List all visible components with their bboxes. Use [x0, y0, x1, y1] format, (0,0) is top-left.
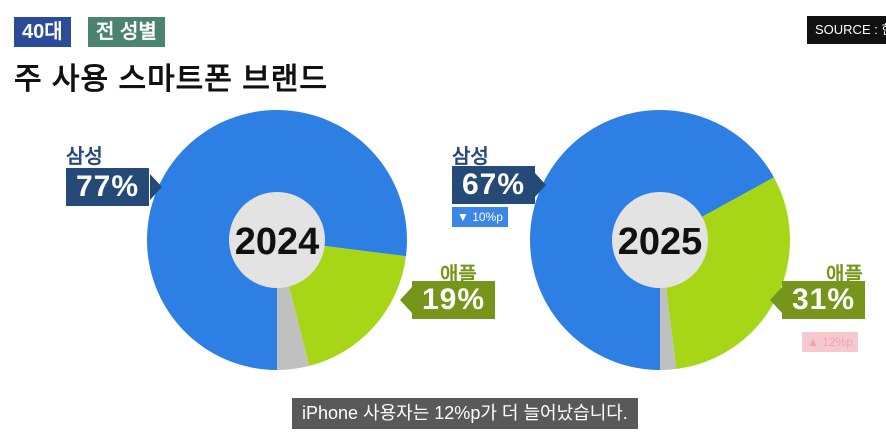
year-label-2024: 2024	[235, 221, 320, 263]
source-badge: SOURCE : 한	[807, 16, 886, 44]
apple-label-2024: 애플	[440, 264, 477, 286]
samsung-label-2025: 삼성	[452, 146, 489, 168]
apple-change-badge: ▲ 12%p	[802, 332, 858, 352]
donut-center-2025	[612, 192, 708, 288]
donut-chart-2025: 2025	[530, 110, 791, 370]
donut-center-2024	[229, 192, 325, 288]
year-label-2025: 2025	[618, 221, 703, 263]
donut-chart-2024: 2024	[147, 109, 407, 371]
age-tag: 40대	[14, 17, 71, 47]
caption-subtitle: iPhone 사용자는 12%p가 더 늘어났습니다.	[292, 398, 638, 429]
samsung-pointer-2025	[534, 172, 546, 198]
samsung-change-badge: ▼ 10%p	[452, 207, 508, 227]
apple-label-2025: 애플	[826, 264, 863, 286]
chart-title: 주 사용 스마트폰 브랜드	[14, 63, 329, 96]
gender-tag: 전 성별	[88, 17, 165, 47]
samsung-value-2024: 77%	[66, 168, 150, 206]
apple-value-2025: 31%	[782, 281, 866, 319]
apple-value-2024: 19%	[412, 281, 496, 319]
samsung-value-2025: 67%	[452, 166, 536, 204]
apple-pointer-2025	[770, 287, 782, 313]
samsung-pointer-2024	[150, 174, 162, 200]
apple-pointer-2024	[400, 287, 412, 313]
samsung-label-2024: 삼성	[66, 146, 103, 168]
